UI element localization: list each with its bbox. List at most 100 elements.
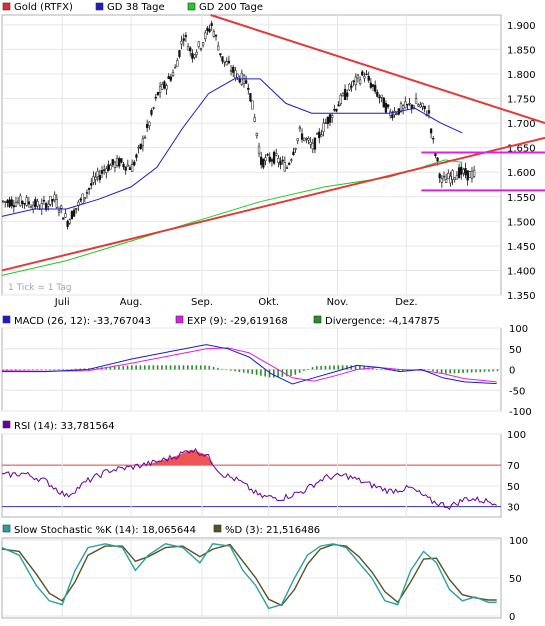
candle-body	[133, 161, 136, 166]
rsi-y-tick-label: 30	[507, 503, 520, 514]
legend-swatch-stoch-d	[213, 524, 222, 533]
divergence-bar	[255, 369, 258, 375]
price-candle	[229, 65, 233, 76]
divergence-bar	[83, 368, 86, 370]
candle-body	[244, 80, 248, 84]
candle-body	[309, 141, 312, 145]
candle-body	[143, 136, 147, 139]
divergence-bar	[36, 369, 39, 371]
candle-body	[313, 137, 317, 150]
stochastic-grid	[2, 538, 501, 618]
price-candle	[279, 156, 282, 170]
candle-body	[442, 175, 446, 178]
candle-body	[251, 100, 254, 110]
candle-body	[277, 158, 280, 163]
divergence-bar	[212, 366, 215, 370]
price-candle	[324, 118, 327, 124]
rsi-series	[1, 447, 497, 511]
divergence-bar	[359, 365, 361, 370]
candle-body	[100, 170, 104, 174]
price-candle	[201, 41, 205, 48]
candle-body	[130, 164, 134, 172]
price-candle	[468, 171, 471, 178]
price-candle	[369, 78, 373, 90]
price-candle	[277, 155, 280, 168]
candle-body	[182, 38, 185, 41]
divergence-bar	[109, 366, 112, 370]
legend-swatch-rsi	[2, 420, 11, 429]
candle-body	[384, 103, 388, 113]
divergence-bar	[238, 369, 241, 372]
rsi-grid	[2, 433, 501, 517]
price-candle	[361, 70, 364, 77]
stochastic-y-tick-label: 0	[509, 612, 515, 623]
price-candle	[25, 194, 28, 207]
candle-body	[83, 197, 86, 200]
candle-body	[34, 199, 37, 208]
candle-body	[378, 96, 381, 99]
price-candle	[462, 167, 465, 177]
candle-body	[221, 56, 224, 62]
price-candle	[445, 173, 448, 183]
candle-body	[79, 198, 82, 201]
candle-body	[156, 92, 160, 96]
divergence-bar	[234, 369, 236, 372]
candle-body	[12, 205, 15, 208]
divergence-bar	[122, 365, 125, 370]
stochastic-y-tick-label: 50	[509, 574, 522, 585]
candle-body	[92, 176, 95, 183]
divergence-bar	[169, 365, 172, 370]
divergence-bar	[45, 369, 47, 371]
price-candle	[176, 57, 179, 67]
candle-body	[262, 158, 265, 168]
price-candle	[300, 128, 304, 143]
divergence-bar	[453, 369, 456, 374]
price-candle	[156, 91, 160, 96]
price-y-tick-label: 1.850	[507, 45, 536, 56]
legend-swatch-macd	[2, 315, 11, 324]
price-candle	[470, 167, 474, 183]
price-candle	[130, 159, 134, 172]
candle-body	[279, 161, 282, 166]
price-candle	[466, 170, 469, 186]
price-candle	[27, 197, 31, 208]
price-panel: 1.900 1.850 1.800 1.750 1.700 1.650 1.600 1.550…	[1, 14, 545, 308]
price-candle	[423, 105, 426, 113]
candle-body	[305, 138, 308, 140]
candle-body	[393, 110, 396, 115]
candle-body	[219, 53, 222, 56]
price-candle	[4, 201, 7, 208]
candle-body	[72, 209, 76, 217]
candle-body	[36, 201, 39, 207]
price-candle	[152, 106, 155, 110]
candle-body	[111, 159, 114, 165]
price-candle	[137, 145, 140, 154]
price-grid	[2, 15, 501, 296]
divergence-bar	[118, 366, 120, 370]
price-candle	[75, 208, 78, 214]
divergence-bar	[199, 365, 202, 370]
price-candle	[8, 196, 11, 209]
legend-swatch-gd38	[95, 2, 104, 11]
divergence-bar	[457, 369, 460, 374]
price-candle	[221, 56, 224, 65]
price-candle	[318, 128, 321, 144]
divergence-bar	[268, 369, 271, 378]
price-candle	[339, 93, 342, 107]
price-candle	[457, 163, 461, 179]
price-candle	[365, 69, 368, 76]
candle-body	[68, 219, 71, 224]
candle-body	[264, 157, 267, 161]
divergence-bar	[182, 365, 185, 370]
divergence-bar	[397, 369, 400, 372]
candle-body	[14, 202, 18, 207]
candle-body	[466, 170, 469, 181]
price-candle	[296, 138, 299, 145]
candle-body	[98, 175, 102, 180]
price-candle	[268, 152, 271, 164]
legend-gd38: GD 38 Tage	[107, 2, 165, 13]
candle-body	[109, 165, 112, 170]
divergence-bar	[161, 365, 163, 370]
candle-body	[307, 138, 310, 141]
price-candle	[184, 32, 188, 42]
